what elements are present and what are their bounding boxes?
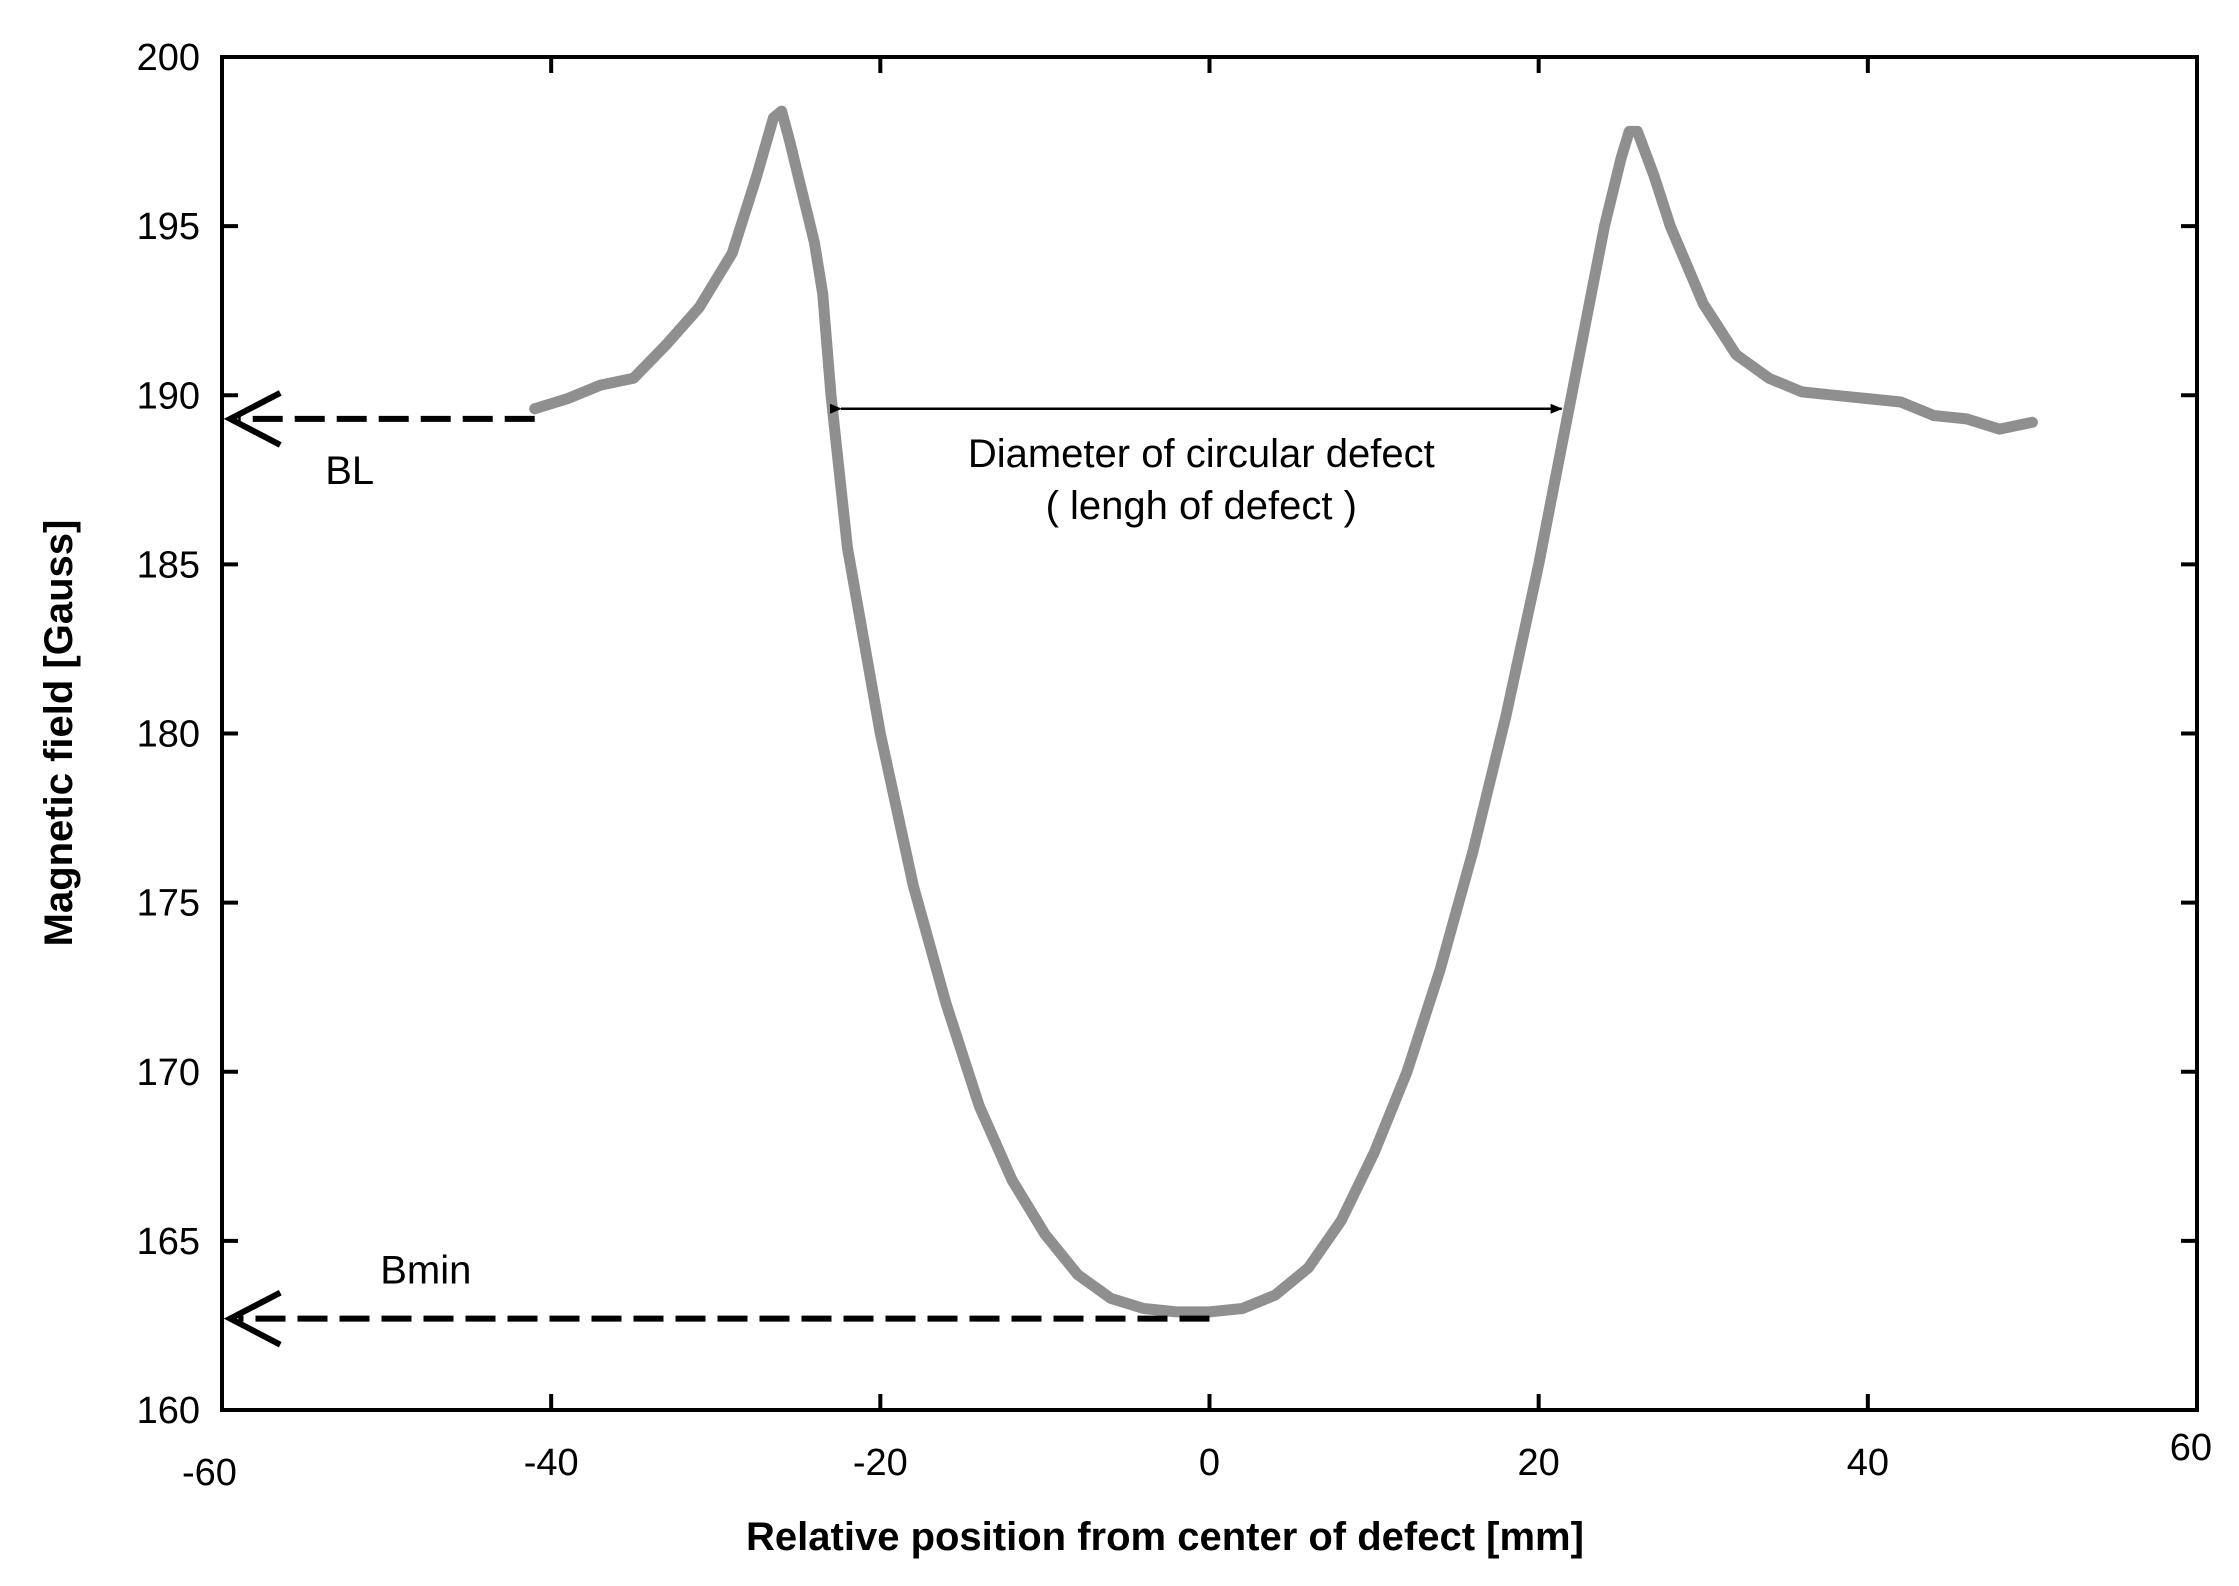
y-tick-labels: 160 165 170 175 180 185 190 195 200: [137, 37, 200, 1432]
axis-ticks: [220, 55, 2199, 1412]
bmin-annotation: Bmin: [223, 1249, 1210, 1348]
y-tick-label: 200: [137, 37, 200, 79]
y-tick-label: 170: [137, 1052, 200, 1094]
bmin-label: Bmin: [380, 1249, 471, 1293]
y-tick-label: 165: [137, 1221, 200, 1263]
x-tick-label: -40: [524, 1442, 579, 1484]
bmin-arrow-head: [223, 1290, 282, 1348]
y-tick-label: 180: [137, 714, 200, 756]
x-tick-label: 20: [1518, 1442, 1560, 1484]
x-tick-label: -60: [182, 1452, 237, 1494]
y-axis-title: Magnetic field [Gauss]: [37, 520, 81, 947]
diameter-label: Diameter of circular defect: [968, 432, 1435, 476]
bl-annotation: BL: [223, 390, 535, 493]
plot-frame: [220, 55, 2199, 1412]
x-tick-label: 40: [1847, 1442, 1889, 1484]
y-tick-label: 185: [137, 544, 200, 586]
x-tick-labels: -60 -40 -20 0 20 40 60: [182, 1427, 2212, 1494]
x-axis-title: Relative position from center of defect …: [746, 1515, 1584, 1559]
x-tick-label: -20: [853, 1442, 908, 1484]
x-tick-label: 60: [2170, 1427, 2212, 1469]
y-tick-label: 160: [137, 1390, 200, 1432]
diameter-sublabel: ( lengh of defect ): [1046, 484, 1357, 528]
y-tick-label: 195: [137, 206, 200, 248]
bl-arrow-head: [223, 390, 282, 448]
y-tick-label: 175: [137, 883, 200, 925]
x-tick-label: 0: [1199, 1442, 1220, 1484]
series-line-magnetic-field: [529, 105, 2038, 1318]
bl-label: BL: [325, 449, 374, 493]
y-tick-label: 190: [137, 375, 200, 417]
